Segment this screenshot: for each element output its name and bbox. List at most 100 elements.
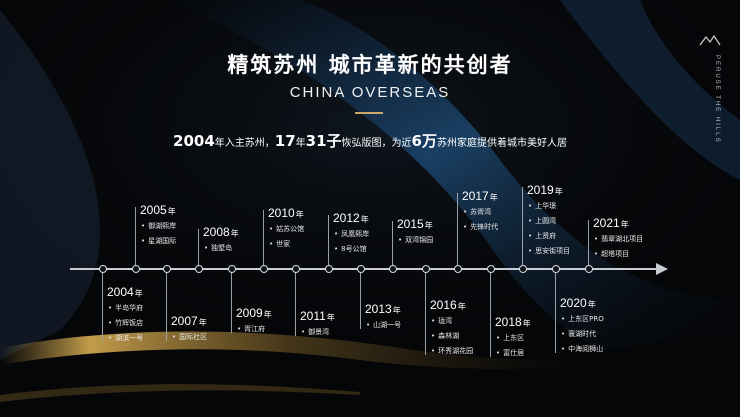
timeline-project-item: 星湖国际 — [141, 234, 176, 249]
timeline-project-item: 翡翠湖北项目 — [594, 232, 643, 247]
timeline-year: 2019年 — [527, 183, 563, 197]
timeline-node — [551, 265, 560, 273]
timeline-year-number: 2013 — [365, 302, 392, 316]
summary-families-unit: 万 — [421, 132, 437, 150]
timeline-year: 2021年 — [593, 216, 629, 230]
timeline-project-item: 珑湾 — [431, 314, 452, 329]
timeline-stem — [231, 269, 232, 333]
timeline-project-item: 8号公馆 — [334, 242, 366, 257]
summary-year: 2004 — [173, 132, 215, 150]
timeline-stem — [328, 215, 329, 269]
timeline-node — [259, 265, 268, 273]
summary-text-2: 年 — [295, 138, 306, 149]
timeline-arrow-icon — [656, 263, 668, 275]
timeline-node — [356, 265, 365, 273]
timeline-stem — [166, 269, 167, 341]
timeline-project-item: 竹辉饭店 — [108, 316, 143, 331]
timeline-year: 2013年 — [365, 302, 401, 316]
timeline-project-item: 双湾锦园 — [398, 233, 433, 248]
timeline-project-item: 世家 — [269, 237, 290, 252]
timeline-project-item: 森林湖 — [431, 329, 459, 344]
timeline-year-unit: 年 — [489, 193, 498, 202]
timeline-stem — [295, 269, 296, 336]
timeline-year-unit: 年 — [263, 310, 272, 319]
timeline-year-unit: 年 — [554, 187, 563, 196]
timeline-year-number: 2017 — [462, 189, 489, 203]
timeline-project-item: 富仕居 — [496, 346, 524, 361]
timeline-year: 2010年 — [268, 206, 304, 220]
timeline-year-unit: 年 — [134, 289, 143, 298]
timeline-year-unit: 年 — [230, 229, 239, 238]
timeline-project-item: 湖滨一号 — [108, 331, 143, 346]
timeline-project-item: 上贤府 — [528, 229, 556, 244]
timeline-year-unit: 年 — [620, 220, 629, 229]
timeline-year-number: 2010 — [268, 206, 295, 220]
timeline-year-number: 2019 — [527, 183, 554, 197]
timeline-node — [98, 265, 107, 273]
timeline-project-item: 中海阅狮山 — [561, 342, 603, 357]
timeline-stem — [263, 210, 264, 269]
timeline-year-unit: 年 — [295, 210, 304, 219]
timeline-project-item: 寰湖时代 — [561, 327, 596, 342]
page-title: 精筑苏州 城市革新的共创者 — [227, 53, 513, 77]
title-divider — [355, 112, 383, 114]
timeline-year: 2008年 — [203, 225, 239, 239]
timeline-year-unit: 年 — [326, 313, 335, 322]
timeline-stem — [198, 229, 199, 269]
summary-families: 6 — [411, 132, 422, 150]
timeline-project-item: 上东区PRO — [561, 312, 604, 327]
timeline-project-item: 先锋时代 — [463, 220, 498, 235]
timeline-year-number: 2008 — [203, 225, 230, 239]
timeline-stem — [457, 193, 458, 269]
timeline-year-unit: 年 — [522, 319, 531, 328]
timeline-year-number: 2018 — [495, 315, 522, 329]
timeline-node — [194, 265, 203, 273]
timeline-project-item: 姑苏公馆 — [269, 222, 304, 237]
timeline-year-unit: 年 — [457, 302, 466, 311]
timeline-year-unit: 年 — [587, 300, 596, 309]
timeline-year: 2017年 — [462, 189, 498, 203]
timeline-node — [421, 265, 430, 273]
timeline-node — [324, 265, 333, 273]
timeline-stem — [392, 221, 393, 269]
timeline-year-unit: 年 — [360, 215, 369, 224]
timeline-node — [131, 265, 140, 273]
timeline-project-item: 环秀湖花园 — [431, 344, 473, 359]
timeline-year-number: 2011 — [300, 309, 326, 323]
timeline-project-item: 独墅岛 — [204, 241, 232, 256]
timeline-year: 2018年 — [495, 315, 531, 329]
timeline-node — [388, 265, 397, 273]
summary-years: 17 — [274, 132, 296, 150]
timeline-project-item: 半岛华府 — [108, 301, 143, 316]
timeline-year-unit: 年 — [167, 207, 176, 216]
summary-count: 31 — [305, 132, 327, 150]
summary-text-1: 年入主苏州， — [214, 138, 275, 149]
timeline-node — [584, 265, 593, 273]
timeline-year: 2015年 — [397, 217, 433, 231]
side-vertical-text: PERUSE THE HILLS — [714, 55, 720, 144]
timeline-stem — [555, 269, 556, 353]
timeline-project-item: 凤凰熙岸 — [334, 227, 369, 242]
timeline-project-item: 超塔项目 — [594, 247, 629, 262]
timeline-year: 2005年 — [140, 203, 176, 217]
timeline-year-number: 2016 — [430, 298, 457, 312]
timeline-year-number: 2020 — [560, 296, 587, 310]
timeline-year-number: 2015 — [397, 217, 424, 231]
timeline-year: 2020年 — [560, 296, 596, 310]
timeline-project-item: 御景湾 — [301, 325, 329, 340]
timeline-year: 2012年 — [333, 211, 369, 225]
timeline-year-number: 2007 — [171, 314, 198, 328]
timeline-node — [162, 265, 171, 273]
timeline-stem — [522, 187, 523, 269]
timeline-node — [518, 265, 527, 273]
timeline-axis — [70, 268, 660, 270]
timeline-project-item: 国际社区 — [172, 330, 207, 345]
timeline-stem — [135, 207, 136, 269]
timeline-year: 2011年 — [300, 309, 335, 323]
timeline-stem — [588, 220, 589, 269]
timeline-year-number: 2005 — [140, 203, 167, 217]
mountain-logo-icon — [699, 34, 721, 46]
timeline-project-item: 山湖一号 — [366, 318, 401, 333]
timeline-project-item: 上华璟 — [528, 199, 556, 214]
